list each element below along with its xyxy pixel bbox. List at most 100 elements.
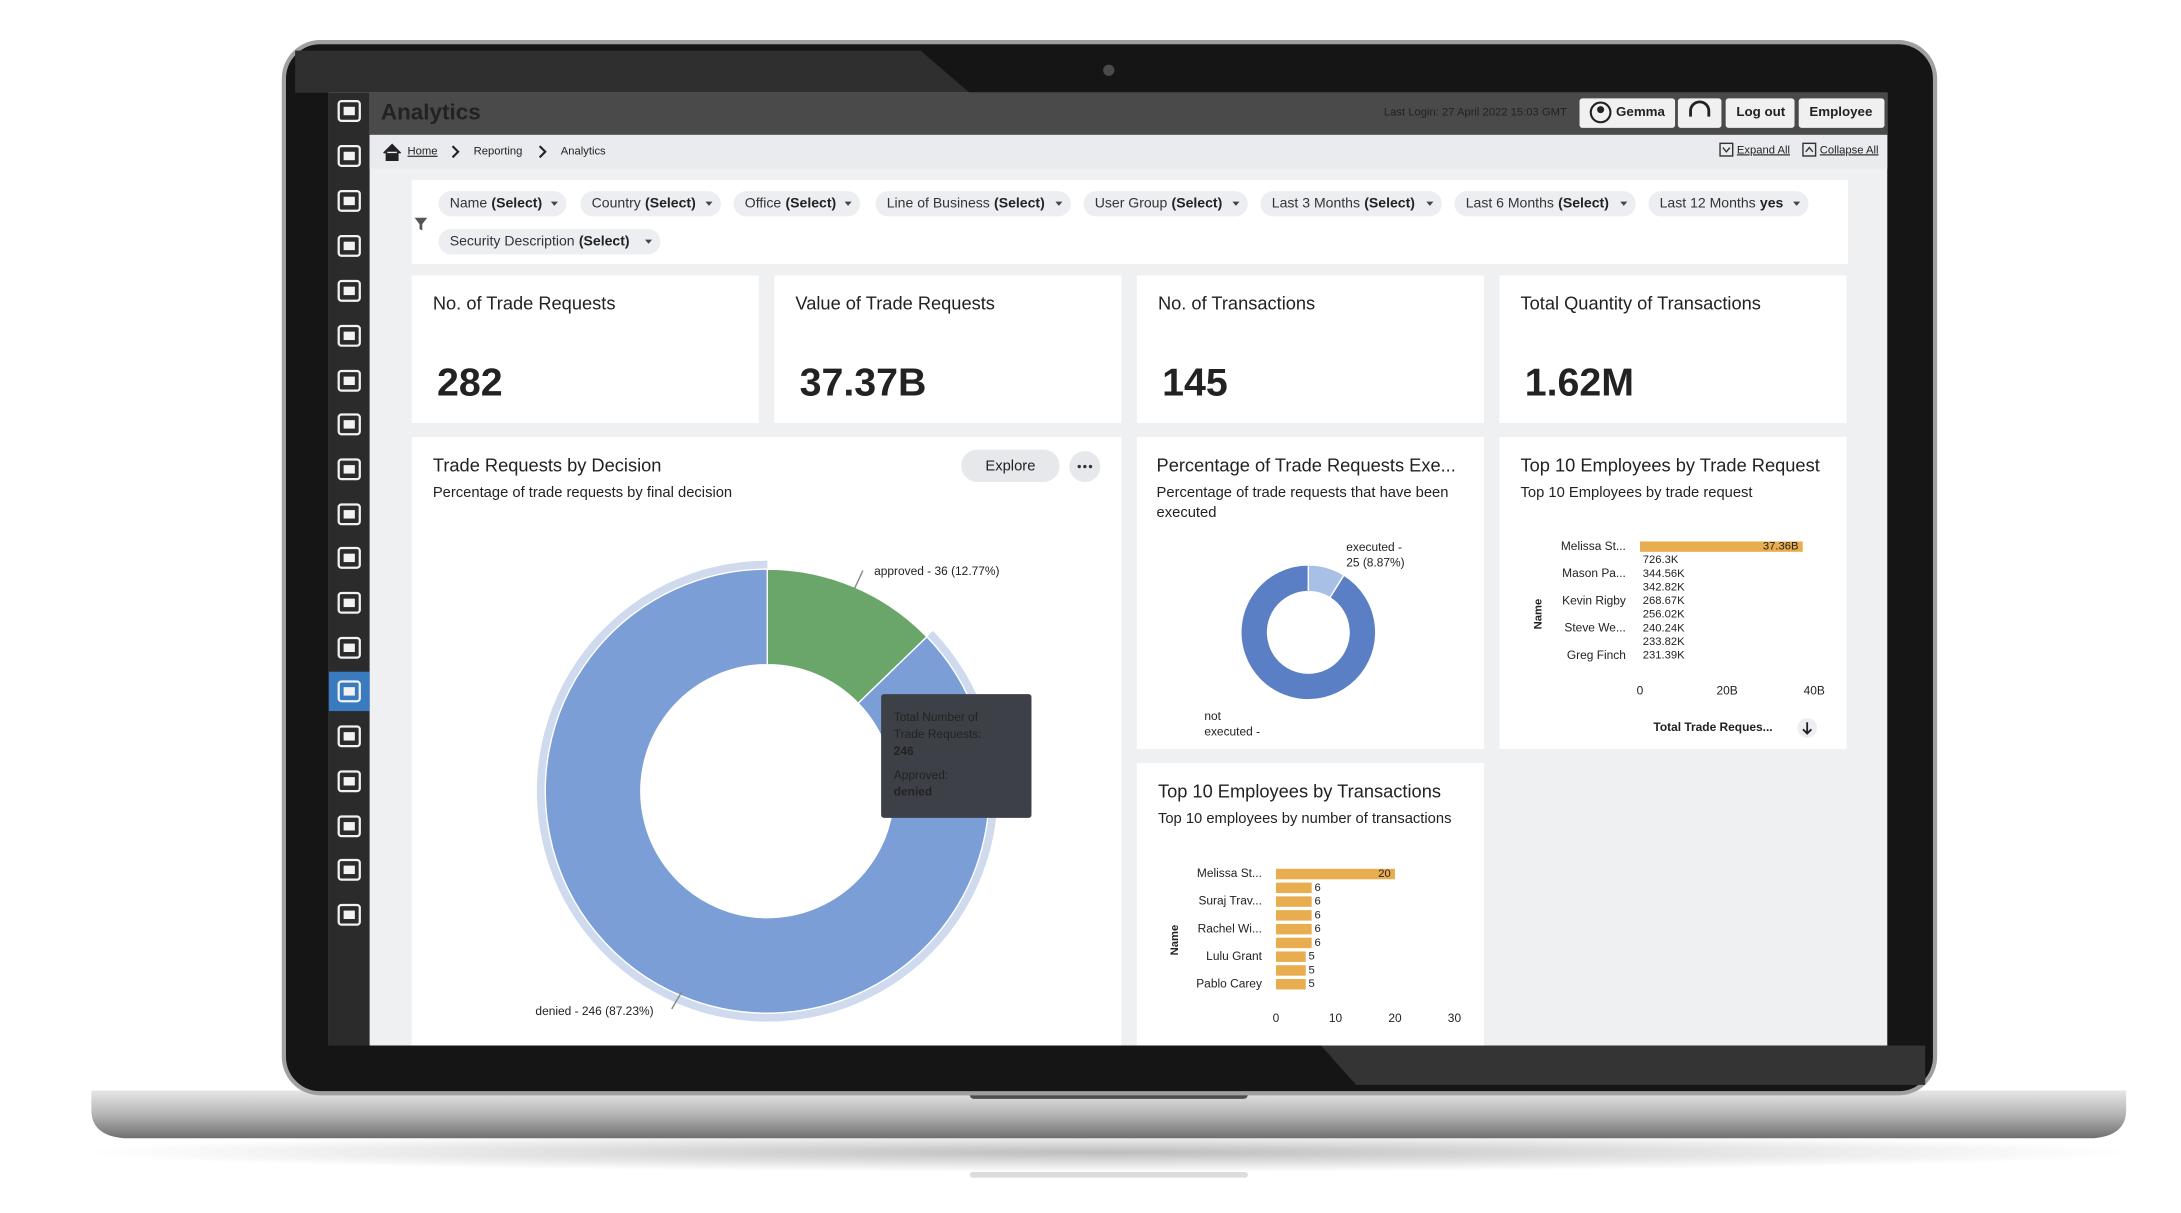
filter-chip[interactable] <box>875 191 1071 217</box>
filter-chip[interactable] <box>1083 191 1248 217</box>
kpi-title: No. of Transactions <box>1158 293 1315 314</box>
filter-text[interactable]: Name (Select) <box>450 194 542 210</box>
value-label: 5 <box>1309 951 1315 963</box>
nav-icon-shape <box>337 546 361 569</box>
nav-icon[interactable] <box>337 189 361 212</box>
nav-icon[interactable] <box>337 725 361 748</box>
bar[interactable] <box>1275 951 1306 962</box>
filter-text[interactable]: User Group (Select) <box>1095 194 1223 210</box>
y-tick-label: Steve We... <box>1564 621 1625 635</box>
nav-icon-detail <box>343 376 355 386</box>
donut-slice[interactable] <box>544 568 991 1014</box>
filter-chip[interactable] <box>438 229 661 255</box>
nav-icon[interactable] <box>337 279 361 302</box>
more-dot <box>1083 464 1087 469</box>
value-label: 344.56K <box>1643 568 1685 580</box>
bar[interactable] <box>1275 882 1312 894</box>
bar[interactable] <box>1275 923 1312 935</box>
nav-icon[interactable] <box>337 234 361 257</box>
donut-slice[interactable] <box>1240 564 1377 701</box>
filter-value: (Select) <box>994 194 1045 210</box>
bar[interactable] <box>1275 978 1306 990</box>
expand-icon <box>1719 142 1734 157</box>
filter-text[interactable]: Security Description (Select) <box>450 232 630 248</box>
value-label: 6 <box>1314 896 1320 908</box>
value-label: 342.82K <box>1643 581 1685 593</box>
camera <box>1103 64 1115 76</box>
bar[interactable] <box>1275 937 1312 949</box>
kpi-value: 1.62M <box>1525 360 1634 404</box>
bar[interactable] <box>1275 896 1312 907</box>
nav-icon[interactable] <box>337 770 361 793</box>
explore-label[interactable]: Explore <box>985 458 1035 474</box>
screen-content: Analytics Last Login: 27 April 2022 15:03… <box>328 98 1885 1046</box>
nav-icon-shape <box>337 815 361 838</box>
nav-icon[interactable] <box>337 680 361 703</box>
nav-icon[interactable] <box>337 636 361 659</box>
filter-chip[interactable] <box>1454 191 1636 217</box>
filter-text[interactable]: Last 6 Months (Select) <box>1466 194 1609 210</box>
nav-icon-detail <box>343 465 355 474</box>
nav-icon[interactable] <box>337 458 361 481</box>
filter-text[interactable]: Line of Business (Select) <box>887 194 1045 210</box>
filter-chip[interactable] <box>733 191 861 217</box>
x-tick-label: 0 <box>1273 1011 1280 1025</box>
filter-chip[interactable] <box>580 191 721 217</box>
nav-icon[interactable] <box>337 503 361 526</box>
filter-text[interactable]: Last 12 Months yes <box>1660 194 1784 210</box>
breadcrumb-link[interactable]: Home <box>408 146 438 158</box>
logout[interactable]: Log out <box>1736 104 1785 119</box>
nav-icon[interactable] <box>337 369 361 392</box>
nav-icon[interactable] <box>337 324 361 347</box>
filter-value: (Select) <box>579 232 630 248</box>
nav-icon-shape <box>337 591 361 614</box>
nav-icon[interactable] <box>337 546 361 569</box>
value-label: 231.39K <box>1643 650 1685 662</box>
filter-text[interactable]: Country (Select) <box>592 194 696 210</box>
laptop-foot <box>969 1171 1248 1178</box>
tooltip-value: denied <box>894 785 932 799</box>
nav-icon[interactable] <box>337 903 361 926</box>
bar[interactable] <box>1275 910 1312 921</box>
bar[interactable] <box>1275 965 1306 976</box>
nav-icon[interactable] <box>337 413 361 436</box>
tooltip <box>881 694 1032 818</box>
filter-chip[interactable] <box>438 191 567 217</box>
more-dot <box>1088 464 1093 469</box>
nav-icon[interactable] <box>337 815 361 838</box>
explore-button[interactable] <box>961 449 1060 482</box>
value-label: 5 <box>1309 978 1315 990</box>
filter-name: Security Description <box>450 232 575 248</box>
filter-text[interactable]: Last 3 Months (Select) <box>1272 194 1415 210</box>
support-button[interactable] <box>1677 98 1722 128</box>
filter-chip[interactable] <box>1648 191 1809 217</box>
nav-icon[interactable] <box>337 145 361 167</box>
breadcrumb-current: Analytics <box>561 146 606 158</box>
y-axis-title: Name <box>1533 599 1545 630</box>
value-label: 5 <box>1309 964 1315 976</box>
nav-icon[interactable] <box>337 858 361 881</box>
role[interactable]: Employee <box>1809 104 1872 119</box>
nav-icon-detail <box>343 420 355 429</box>
nav-icon-shape <box>337 279 361 302</box>
nav-icon[interactable] <box>337 100 361 122</box>
y-tick-label: Mason Pa... <box>1562 566 1626 580</box>
nav-icon-detail <box>343 106 355 116</box>
y-axis-title: Name <box>1169 925 1181 956</box>
user-name[interactable]: Gemma <box>1616 104 1665 119</box>
bar[interactable] <box>1639 541 1803 552</box>
nav-icon[interactable] <box>337 591 361 614</box>
role-button[interactable] <box>1798 98 1885 128</box>
breadcrumb-item[interactable]: Reporting <box>474 146 523 158</box>
filter-text[interactable]: Office (Select) <box>745 194 836 210</box>
filter-caret <box>645 239 653 244</box>
expand-all[interactable]: Expand All <box>1737 144 1790 156</box>
nav-icon-shape <box>337 770 361 793</box>
chart-title: Top 10 Employees by Transactions <box>1158 780 1441 801</box>
user-button[interactable] <box>1579 98 1676 128</box>
collapse-all[interactable]: Collapse All <box>1820 144 1879 156</box>
filter-chip[interactable] <box>1260 191 1442 217</box>
bar[interactable] <box>1275 868 1395 880</box>
x-tick-label: 40B <box>1804 684 1825 698</box>
logout-button[interactable] <box>1725 98 1795 128</box>
